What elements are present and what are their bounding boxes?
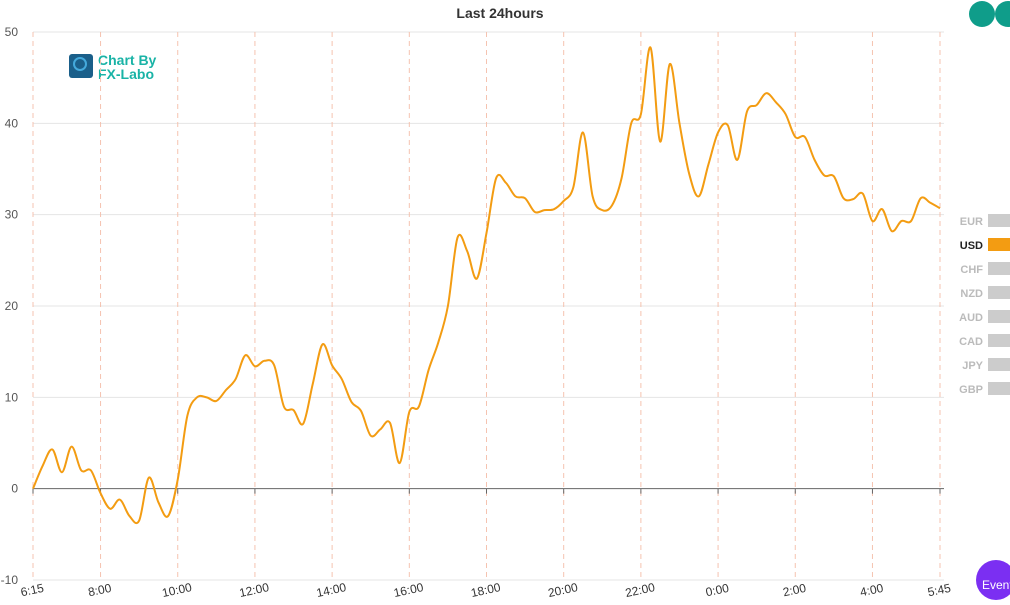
legend-swatch (988, 334, 1010, 347)
legend-swatch (988, 358, 1010, 371)
event-button-label[interactable]: Event (982, 578, 1010, 592)
x-tick-label: 2:00 (782, 581, 808, 600)
y-tick-label: 30 (5, 208, 19, 222)
x-tick-label: 8:00 (87, 581, 113, 600)
x-tick-label: 0:00 (704, 581, 730, 600)
y-tick-label: 10 (5, 390, 19, 404)
x-tick-label: 5:45 (926, 581, 952, 600)
legend-swatch (988, 238, 1010, 251)
legend-label: AUD (959, 312, 983, 324)
legend-swatch (988, 382, 1010, 395)
y-tick-label: -10 (1, 573, 19, 587)
x-tick-label: 14:00 (315, 580, 348, 600)
menu-button[interactable] (995, 1, 1010, 27)
x-tick-label: 16:00 (392, 580, 425, 600)
line-series (32, 46, 941, 525)
legend-label: CAD (959, 336, 983, 348)
zoom-button[interactable] (969, 1, 995, 27)
chart-title: Last 24hours (456, 5, 543, 21)
y-tick-label: 40 (5, 116, 19, 130)
legend-label: USD (960, 240, 983, 252)
x-tick-label: 22:00 (624, 580, 657, 600)
legend-label: EUR (960, 216, 983, 228)
legend-swatch (988, 214, 1010, 227)
legend-swatch (988, 310, 1010, 323)
y-tick-label: 20 (5, 299, 19, 313)
legend-label: GBP (959, 384, 983, 396)
legend-label: CHF (960, 264, 983, 276)
legend-label: NZD (960, 288, 983, 300)
x-tick-label: 6:15 (19, 581, 45, 600)
x-tick-label: 4:00 (859, 581, 885, 600)
y-tick-label: 0 (11, 482, 18, 496)
x-tick-label: 10:00 (161, 580, 194, 600)
legend-label: JPY (962, 360, 983, 372)
watermark-icon (73, 57, 87, 71)
x-tick-label: 20:00 (547, 580, 580, 600)
watermark-text: FX-Labo (98, 66, 154, 82)
x-tick-label: 12:00 (238, 580, 271, 600)
legend-swatch (988, 286, 1010, 299)
event-button[interactable] (976, 560, 1010, 600)
watermark-text: Chart By (98, 52, 157, 68)
watermark: Chart By FX-Labo (69, 52, 157, 82)
legend-swatch (988, 262, 1010, 275)
y-tick-label: 50 (5, 25, 19, 39)
x-tick-label: 18:00 (470, 580, 503, 600)
